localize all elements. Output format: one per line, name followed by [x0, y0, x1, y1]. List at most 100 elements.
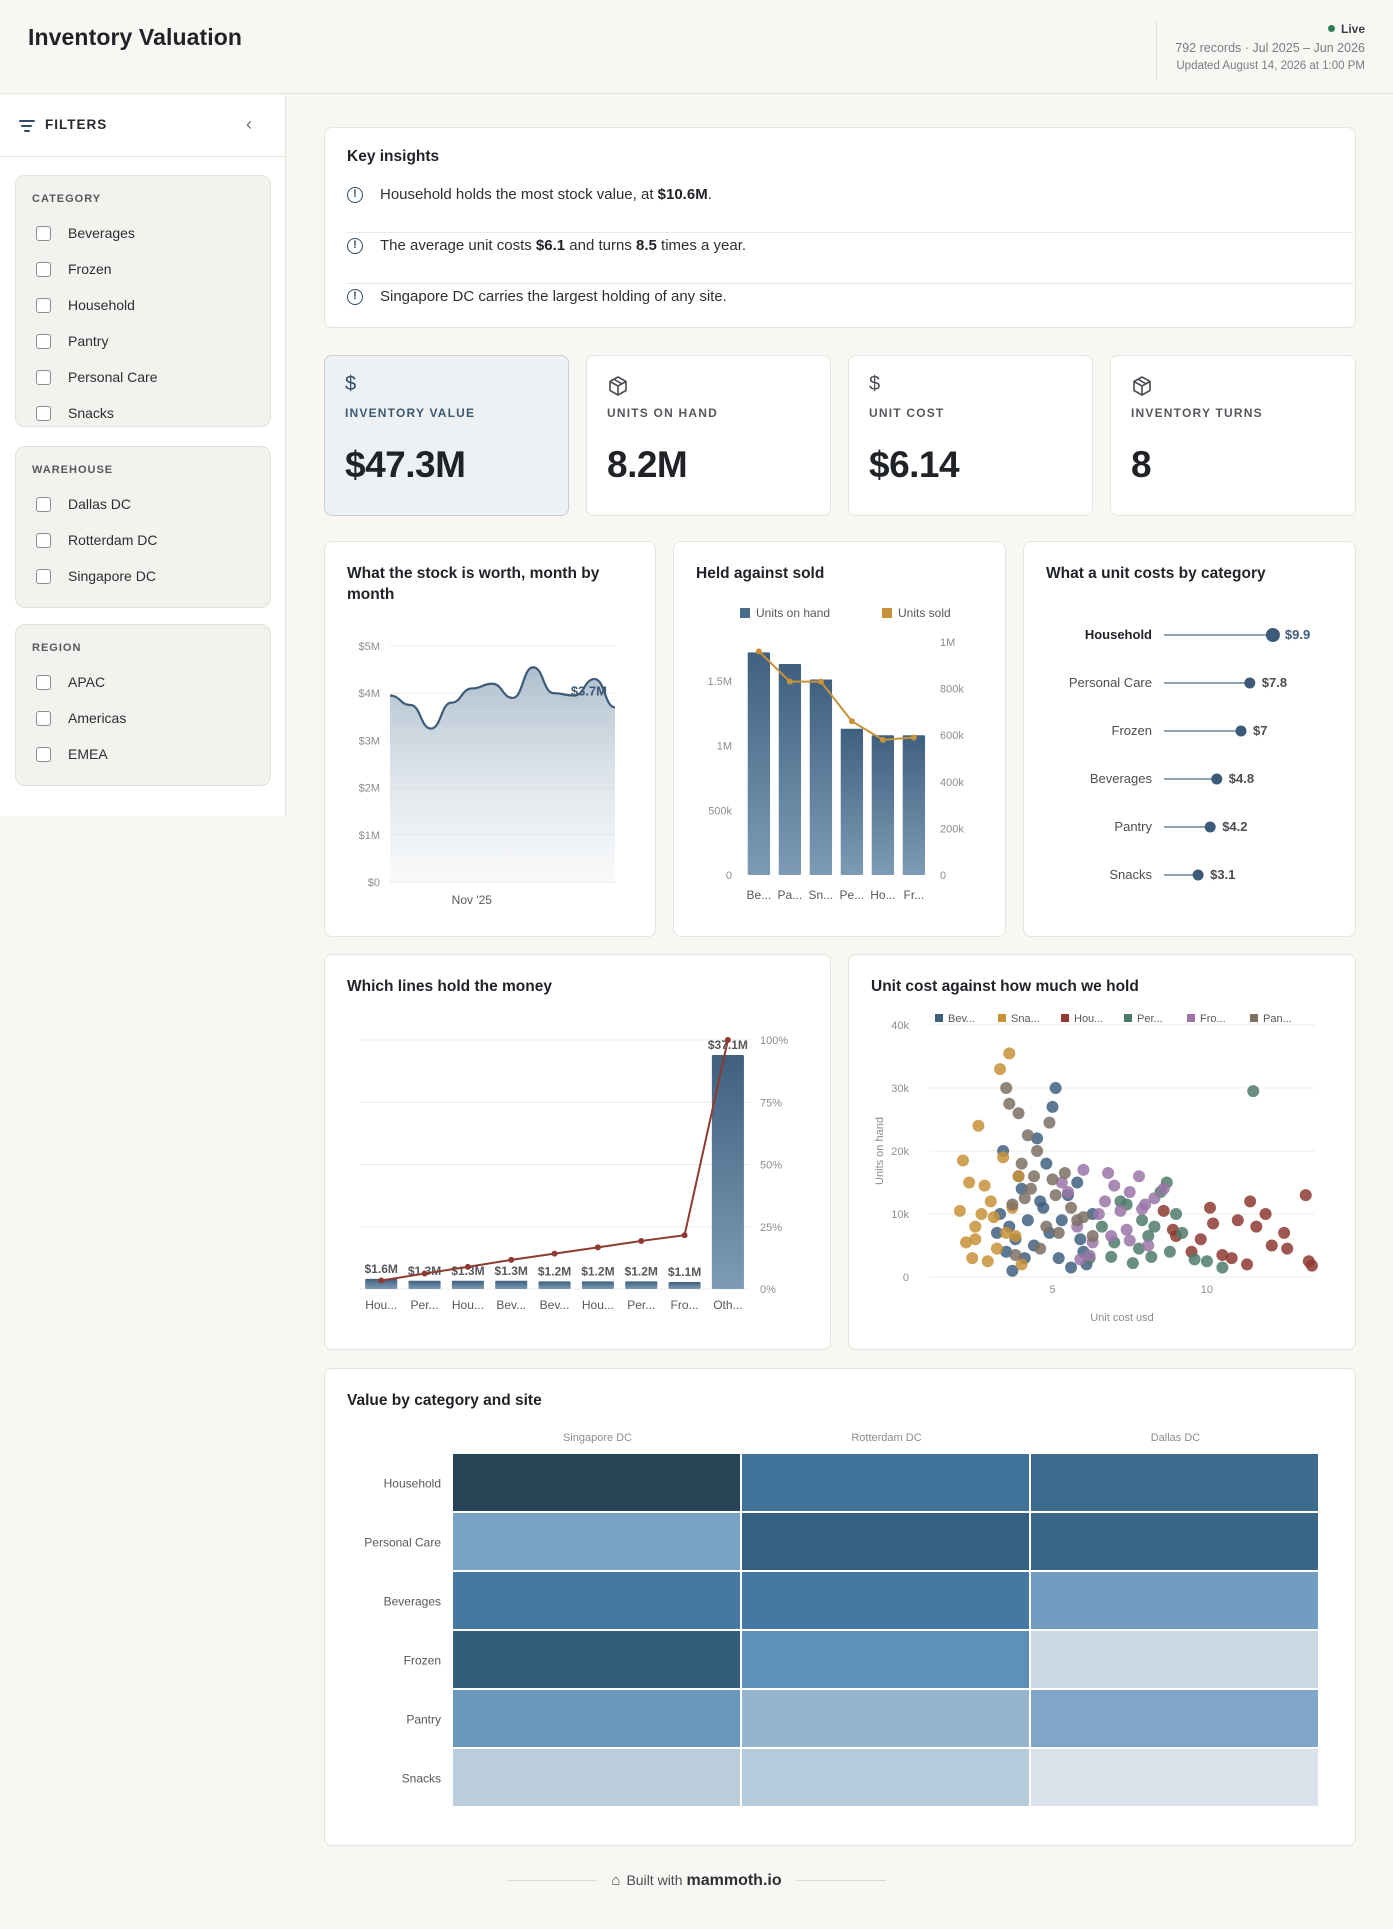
dollar-icon: $ [869, 373, 881, 395]
bar-units-on-hand [871, 735, 895, 875]
checkbox[interactable] [36, 406, 51, 421]
scatter-point [1024, 1182, 1037, 1195]
lollipop-dot [1211, 773, 1223, 785]
legend-label: Units sold [898, 606, 951, 620]
checkbox[interactable] [36, 747, 51, 762]
scatter-point [1244, 1195, 1257, 1208]
kpi-units-on-hand[interactable]: UNITS ON HAND 8.2M [586, 355, 831, 516]
scatter-point [1046, 1100, 1059, 1113]
heatmap-cell [1031, 1572, 1318, 1629]
live-dot-icon [1327, 25, 1335, 32]
y-left-tick-label: 1M [717, 741, 732, 753]
kpi-unit-cost[interactable]: $ UNIT COST $6.14 [848, 355, 1093, 516]
bar [668, 1282, 701, 1289]
scatter-point [1086, 1230, 1099, 1243]
scatter-point [1021, 1214, 1034, 1227]
filters-sidebar: FILTERS ‹ CATEGORY Beverages Frozen Hous… [0, 95, 286, 816]
dataset-meta: Live 792 records · Jul 2025 – Jun 2026 U… [1156, 20, 1365, 80]
checkbox[interactable] [36, 569, 51, 584]
x-tick-label: Nov '25 [452, 893, 493, 907]
scatter-point [1000, 1226, 1013, 1239]
checkbox[interactable] [36, 711, 51, 726]
scatter-point [966, 1252, 979, 1265]
units-sold-point [848, 718, 855, 725]
scatter-point [1074, 1253, 1087, 1266]
checkbox[interactable] [36, 370, 51, 385]
scatter-point [1003, 1047, 1016, 1060]
bar [538, 1281, 571, 1289]
chart-title: What the stock is worth, month by month [347, 565, 600, 603]
checkbox[interactable] [36, 675, 51, 690]
filter-group-category: CATEGORY Beverages Frozen Household Pant… [15, 175, 271, 427]
scatter-point [1015, 1258, 1028, 1271]
insight-item: ! The average unit costs $6.1 and turns … [347, 234, 1353, 284]
checkbox[interactable] [36, 226, 51, 241]
stock-worth-chart: $0 $1M $2M $3M $4M $5M $3.7M Nov '25 [359, 641, 616, 907]
scatter-point [1071, 1214, 1084, 1227]
units-sold-point [910, 734, 917, 741]
heatmap-cell [453, 1454, 740, 1511]
checkbox[interactable] [36, 533, 51, 548]
kpi-inventory-turns[interactable]: INVENTORY TURNS 8 [1110, 355, 1356, 516]
heatmap-chart: Singapore DC Rotterdam DC Dallas DC Househo… [364, 1432, 1318, 1806]
scatter-point [1216, 1248, 1229, 1261]
value-label: $9.9 [1285, 627, 1310, 642]
x-tick-label: Fro... [671, 1298, 699, 1312]
cumulative-point [421, 1270, 428, 1277]
box-icon [1133, 376, 1151, 396]
y-right-tick-label: 0% [760, 1284, 776, 1296]
footer-brand[interactable]: mammoth.io [686, 1872, 782, 1889]
legend-label: Hou... [1074, 1013, 1103, 1025]
scatter-point [1142, 1230, 1155, 1243]
scatter-point [1065, 1261, 1078, 1274]
heatmap-cell [453, 1749, 740, 1806]
chart-card-heatmap: Value by category and site Singapore DC R… [324, 1368, 1356, 1846]
bar-units-on-hand [902, 735, 926, 875]
scatter-point [1157, 1204, 1170, 1217]
value-label: $1.1M [668, 1265, 701, 1279]
scatter-point [1114, 1204, 1127, 1217]
checkbox[interactable] [36, 497, 51, 512]
y-tick-label: $5M [359, 641, 380, 653]
scatter-point [990, 1242, 1003, 1255]
scatter-point [1055, 1176, 1068, 1189]
cumulative-point [378, 1277, 385, 1284]
y-right-tick-label: 600k [940, 730, 964, 742]
checkbox[interactable] [36, 298, 51, 313]
bar [495, 1280, 528, 1289]
kpi-inventory-value[interactable]: $ INVENTORY VALUE $47.3M [324, 355, 569, 516]
legend-label: Sna... [1011, 1013, 1040, 1025]
scatter-point [1037, 1201, 1050, 1214]
scatter-point [1123, 1234, 1136, 1247]
value-label: $7 [1253, 723, 1267, 738]
y-left-tick-label: 1.5M [708, 676, 732, 688]
scatter-point [1043, 1116, 1056, 1129]
heatmap-cell [742, 1749, 1029, 1806]
x-tick-label: 5 [1049, 1284, 1055, 1296]
scatter-point [1188, 1253, 1201, 1266]
chart-card-stock-worth: What the stock is worth, month by month … [324, 541, 656, 937]
scatter-point [1247, 1085, 1260, 1098]
dollar-icon: $ [345, 373, 357, 395]
y-tick-label: $1M [359, 830, 380, 842]
checkbox[interactable] [36, 334, 51, 349]
x-tick-label: Ho... [870, 888, 895, 902]
value-label: $7.8 [1262, 675, 1287, 690]
filter-group-title: REGION [32, 642, 82, 654]
scatter-point [1015, 1157, 1028, 1170]
lollipop-dot [1204, 821, 1216, 833]
scatter-point [1132, 1242, 1145, 1255]
scatter-point [1148, 1220, 1161, 1233]
scatter-point [987, 1211, 1000, 1224]
chart-title: Unit cost against how much we hold [871, 978, 1139, 995]
bar-units-on-hand [778, 664, 802, 875]
scatter-point [1012, 1107, 1025, 1120]
scatter-point [984, 1195, 997, 1208]
y-right-tick-label: 75% [760, 1097, 782, 1109]
bar-units-on-hand [809, 679, 833, 875]
scatter-point [1049, 1189, 1062, 1202]
checkbox[interactable] [36, 262, 51, 277]
chevron-left-icon[interactable]: ‹ [246, 114, 252, 134]
scatter-point [1055, 1214, 1068, 1227]
area-line [389, 666, 616, 730]
